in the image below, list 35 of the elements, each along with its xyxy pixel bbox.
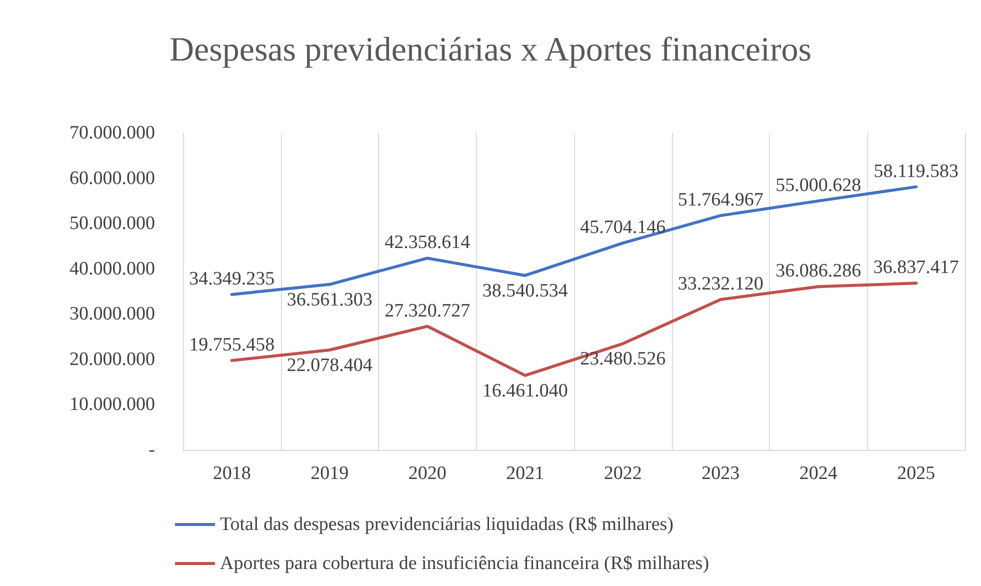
x-tick-label: 2022 (604, 463, 642, 484)
data-label: 16.461.040 (482, 380, 568, 402)
data-label: 23.480.526 (580, 348, 666, 370)
data-label: 42.358.614 (384, 232, 471, 254)
chart-title: Despesas previdenciárias x Aportes financeiros (170, 32, 812, 68)
y-tick-label: 10.000.000 (70, 394, 155, 416)
y-tick-label: 60.000.000 (70, 168, 155, 189)
x-tick-label: 2021 (506, 463, 544, 484)
data-label: 34.349.235 (189, 268, 275, 290)
y-tick-label: 50.000.000 (70, 213, 155, 234)
data-label: 36.837.417 (873, 257, 959, 278)
data-label: 19.755.458 (189, 334, 275, 356)
x-tick-label: 2020 (408, 463, 446, 484)
data-label: 22.078.404 (286, 355, 373, 376)
data-label: 55.000.628 (776, 174, 862, 196)
legend-label: Aportes para cobertura de insuficiência financeira (R$ milhares) (220, 553, 710, 574)
x-tick-label: 2019 (310, 463, 349, 484)
data-label: 33.232.120 (678, 274, 764, 295)
data-label: 36.086.286 (776, 260, 862, 282)
data-label: 58.119.583 (874, 160, 959, 182)
y-tick-label: 70.000.000 (70, 122, 155, 144)
y-tick-label: 30.000.000 (70, 304, 155, 325)
data-label: 51.764.967 (678, 190, 764, 211)
legend-label: Total das despesas previdenciárias liquidadas (R$ milhares) (220, 514, 674, 535)
y-tick-label: 20.000.000 (70, 348, 155, 370)
x-tick-label: 2023 (702, 463, 740, 484)
x-tick-label: 2025 (897, 463, 936, 484)
data-label: 45.704.146 (580, 217, 666, 238)
data-label: 27.320.727 (384, 300, 470, 322)
x-tick-label: 2018 (212, 463, 251, 484)
data-label: 38.540.534 (482, 280, 568, 302)
data-label: 36.561.303 (286, 289, 372, 310)
y-tick-label: - (148, 440, 155, 460)
x-tick-label: 2024 (799, 463, 838, 484)
y-tick-label: 40.000.000 (70, 258, 155, 280)
